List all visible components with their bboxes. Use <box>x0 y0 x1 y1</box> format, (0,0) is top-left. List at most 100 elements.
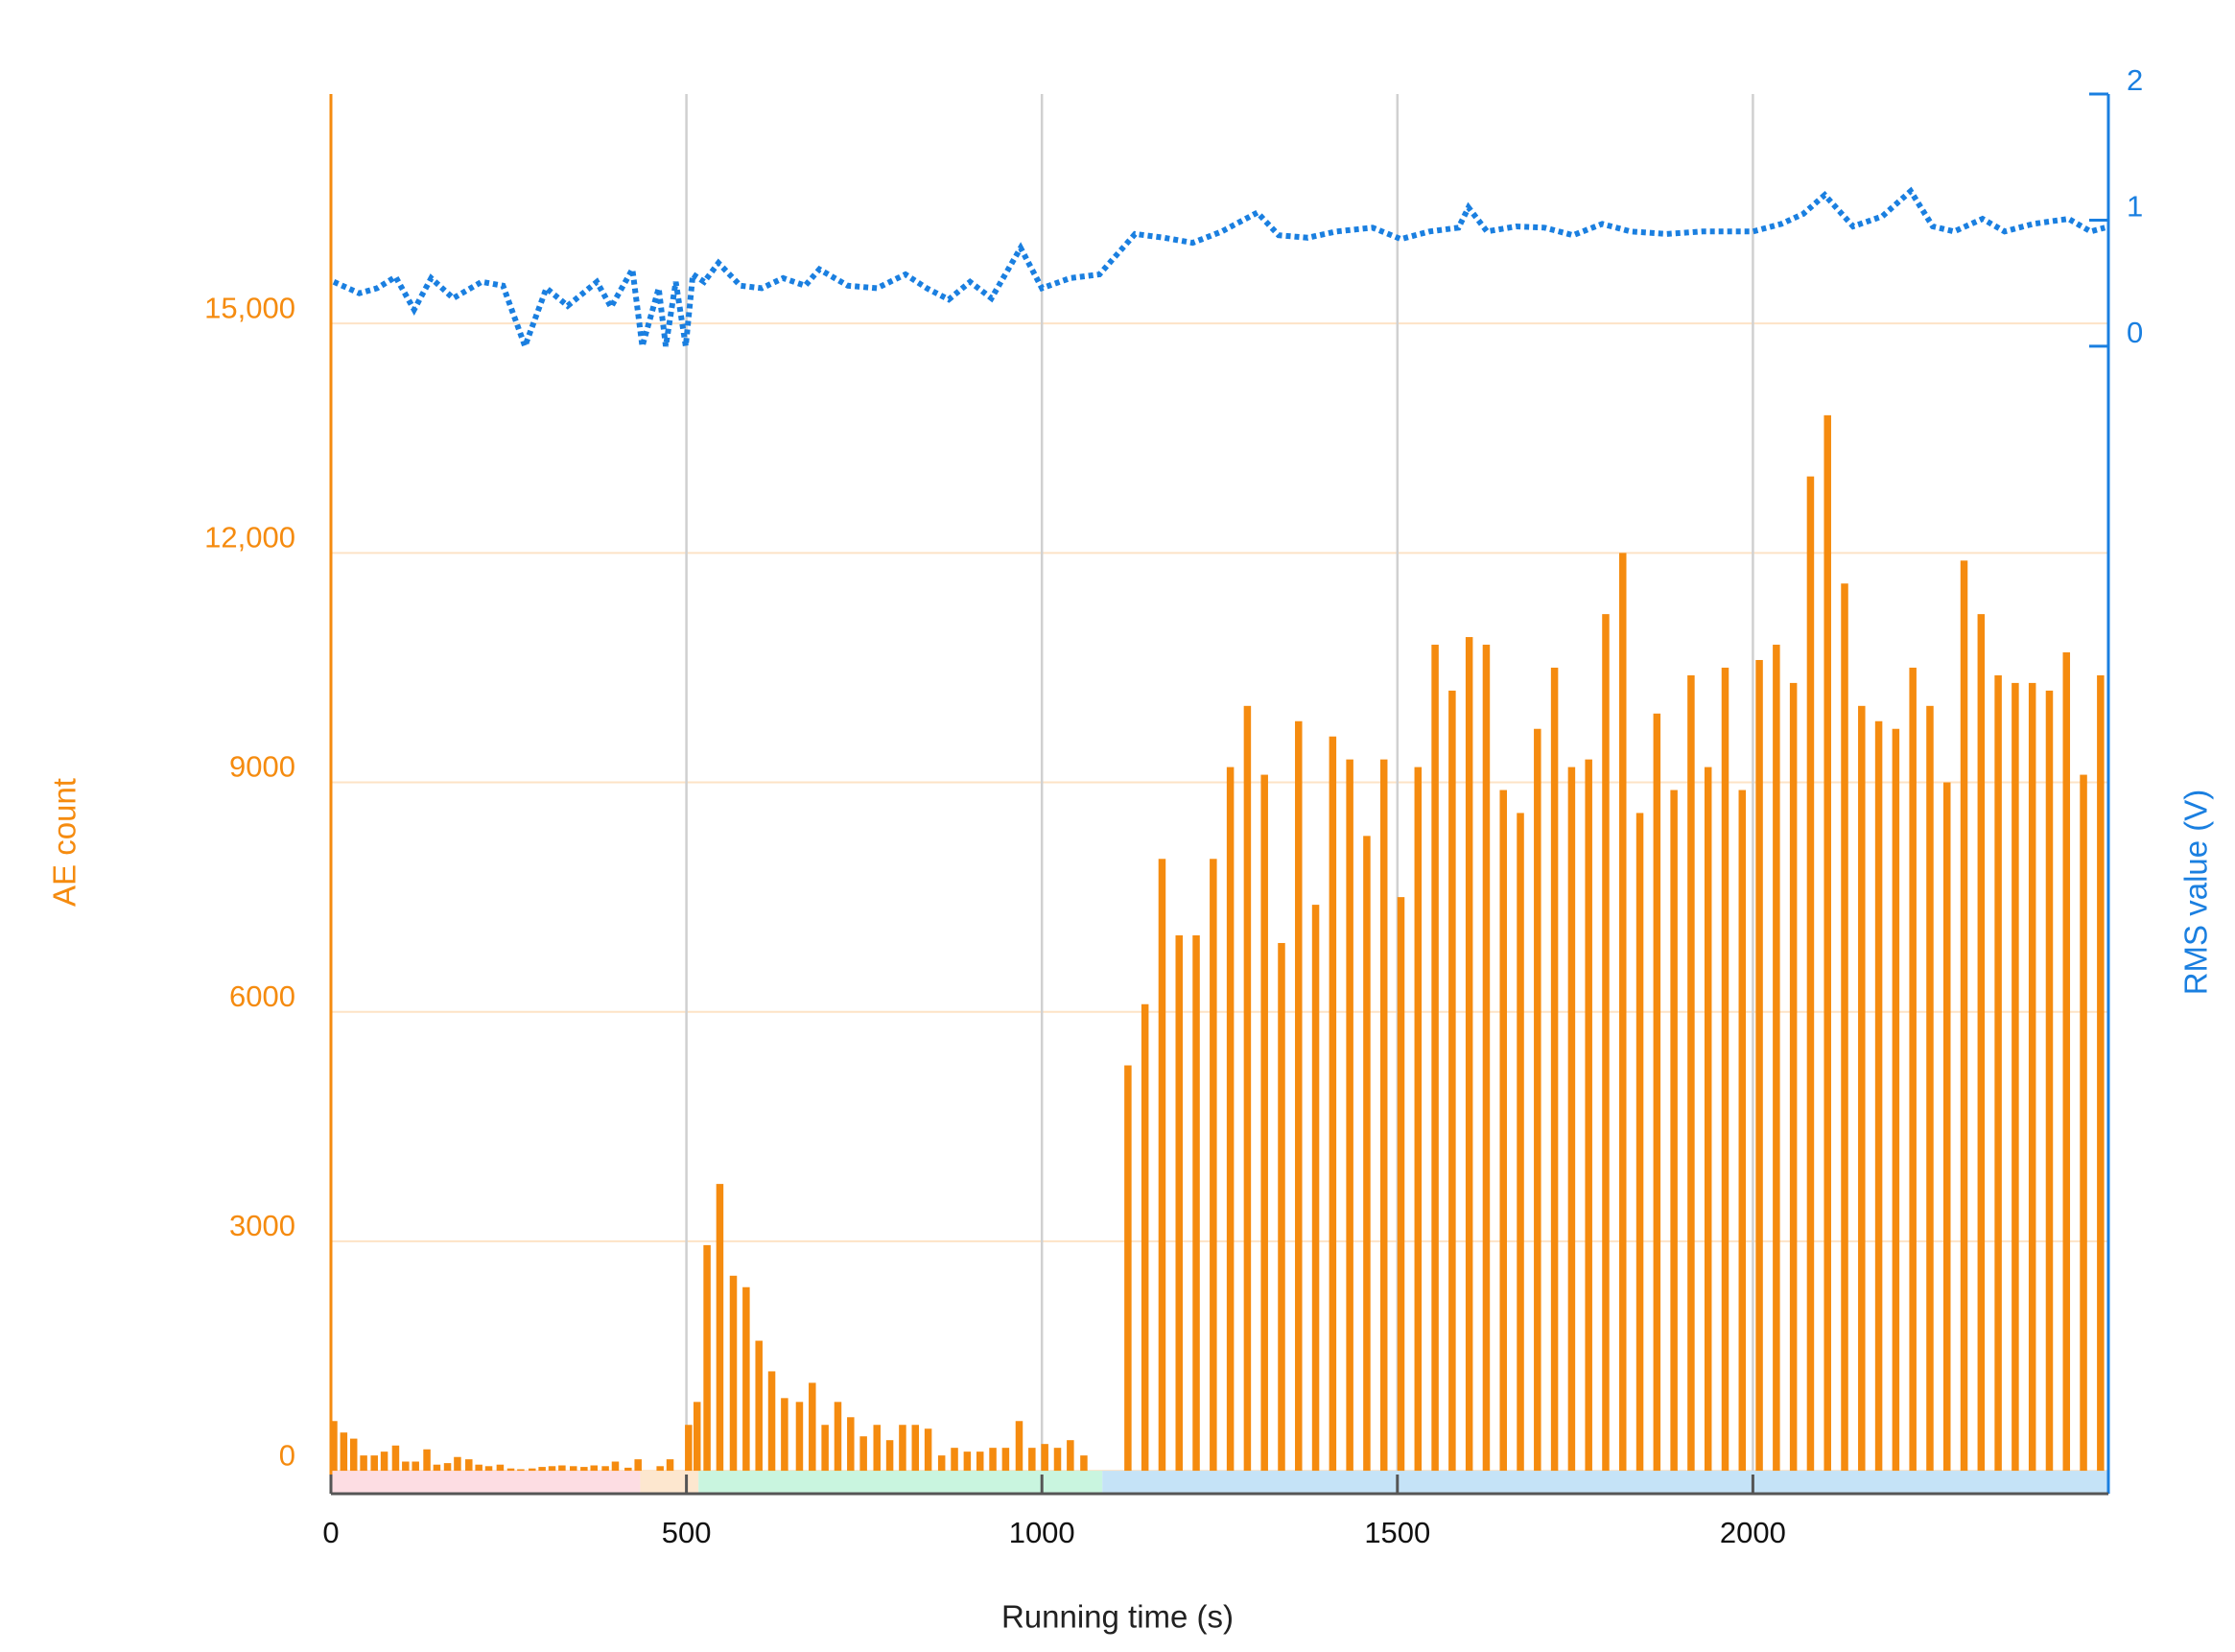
bar <box>911 1425 920 1472</box>
bar <box>2012 682 2019 1472</box>
bar <box>767 1371 776 1472</box>
bar <box>1789 682 1798 1472</box>
bar <box>859 1436 867 1472</box>
bar <box>1015 1421 1023 1472</box>
bar <box>1585 759 1592 1472</box>
bar <box>634 1459 642 1472</box>
bar <box>2080 774 2087 1472</box>
bar <box>1653 713 1661 1472</box>
y2-tick-label: 1 <box>2127 190 2143 224</box>
bar <box>685 1425 693 1472</box>
y-tick-label: 3000 <box>229 1209 295 1242</box>
bar <box>924 1428 932 1472</box>
bar <box>1534 728 1541 1472</box>
y-tick-label: 6000 <box>229 979 295 1013</box>
bar <box>937 1455 946 1472</box>
bar <box>703 1244 711 1472</box>
bar <box>1431 645 1439 1472</box>
bar <box>1311 905 1320 1472</box>
y-tick-label: 9000 <box>229 750 295 784</box>
y2-axis-title: RMS value (V) <box>2178 790 2214 996</box>
bar <box>656 1466 664 1472</box>
bar <box>1028 1448 1036 1472</box>
bar <box>484 1466 493 1472</box>
bar <box>847 1417 855 1472</box>
bar <box>1124 1065 1132 1472</box>
x-tick-label: 0 <box>322 1516 339 1549</box>
bar <box>1260 774 1268 1472</box>
y-tick-label: 15,000 <box>204 291 295 324</box>
bar <box>1210 859 1217 1472</box>
bar <box>569 1466 577 1472</box>
stage-band <box>331 1471 641 1494</box>
bar <box>1295 720 1303 1472</box>
bar <box>423 1449 431 1472</box>
bar <box>1465 637 1473 1472</box>
bar <box>380 1451 388 1472</box>
bar <box>1001 1448 1010 1472</box>
bar <box>716 1184 724 1472</box>
stage-band <box>640 1471 699 1494</box>
bar <box>548 1466 556 1472</box>
bar <box>742 1286 750 1472</box>
y-tick-label: 12,000 <box>204 521 295 555</box>
y2-tick-label: 2 <box>2127 63 2143 97</box>
bar <box>1329 736 1337 1472</box>
bar <box>496 1464 505 1472</box>
bar <box>558 1465 566 1472</box>
bar <box>1448 690 1456 1472</box>
x-tick-label: 1000 <box>1009 1516 1075 1549</box>
bar <box>590 1465 598 1472</box>
bar <box>330 1421 338 1472</box>
bar <box>1141 1003 1149 1472</box>
bar <box>370 1455 378 1472</box>
bar <box>1841 583 1848 1472</box>
bar <box>433 1464 441 1472</box>
bar <box>755 1340 763 1472</box>
bar <box>1053 1448 1062 1472</box>
bar <box>1226 767 1235 1472</box>
bar <box>1977 614 1986 1472</box>
bar <box>1602 614 1610 1472</box>
bar <box>1619 553 1627 1472</box>
x-tick-label: 1500 <box>1364 1516 1430 1549</box>
bar <box>873 1425 881 1472</box>
bar <box>402 1461 410 1472</box>
bar <box>666 1459 674 1472</box>
bar <box>729 1275 738 1472</box>
bar <box>1806 476 1815 1472</box>
bar <box>1517 813 1524 1472</box>
bar <box>517 1469 525 1472</box>
bar <box>1823 414 1831 1472</box>
bar <box>391 1445 400 1472</box>
y-axis-title: AE count <box>47 778 82 907</box>
bar <box>601 1466 609 1472</box>
bar <box>834 1402 842 1472</box>
bar <box>1926 705 1934 1472</box>
bar <box>340 1432 348 1472</box>
bar <box>475 1464 482 1472</box>
bar <box>506 1468 515 1472</box>
bar <box>976 1451 984 1472</box>
stage-band <box>698 1471 1103 1494</box>
bar <box>1670 790 1678 1472</box>
bar <box>1192 934 1200 1472</box>
x-axis-title: Running time (s) <box>1001 1599 1234 1635</box>
bar <box>1635 813 1644 1472</box>
bar <box>1687 674 1695 1472</box>
bar <box>1379 759 1388 1472</box>
bar <box>1960 560 1968 1472</box>
bar <box>1080 1455 1088 1472</box>
bar <box>1499 790 1507 1472</box>
bar <box>1909 667 1917 1472</box>
bar <box>360 1455 367 1472</box>
bar <box>538 1467 546 1472</box>
rms-line <box>332 186 2106 355</box>
x-tick-label: 500 <box>662 1516 712 1549</box>
bar <box>1041 1444 1048 1472</box>
x-tick-label: 2000 <box>1720 1516 1786 1549</box>
bar <box>1414 767 1423 1472</box>
bar <box>809 1382 816 1472</box>
bar <box>885 1440 894 1472</box>
bar <box>1482 645 1491 1472</box>
